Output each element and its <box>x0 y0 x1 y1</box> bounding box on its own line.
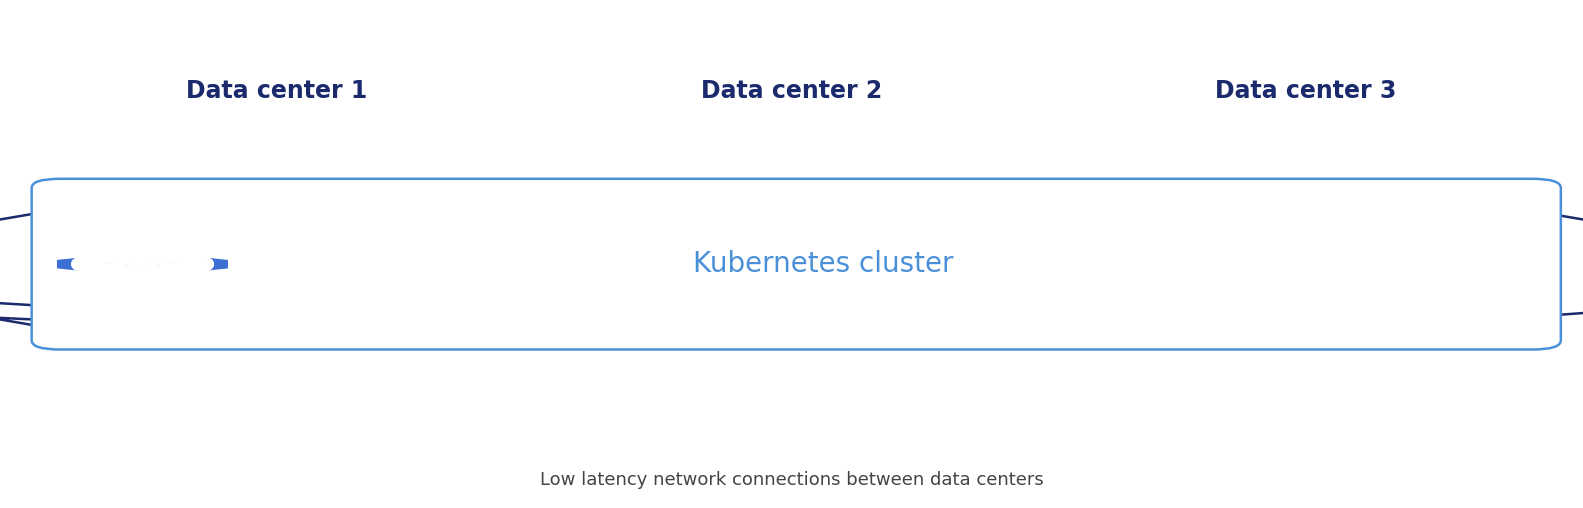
FancyBboxPatch shape <box>32 179 1561 350</box>
Polygon shape <box>0 192 768 339</box>
Text: Data center 2: Data center 2 <box>701 79 882 104</box>
Text: Data center 3: Data center 3 <box>1216 79 1396 104</box>
Text: Kubernetes cluster: Kubernetes cluster <box>693 250 953 278</box>
Polygon shape <box>127 263 158 266</box>
Text: Low latency network connections between data centers: Low latency network connections between … <box>540 471 1043 489</box>
Polygon shape <box>57 256 228 273</box>
Text: Data center 1: Data center 1 <box>187 79 367 104</box>
Polygon shape <box>771 192 1583 339</box>
Polygon shape <box>256 192 1282 339</box>
